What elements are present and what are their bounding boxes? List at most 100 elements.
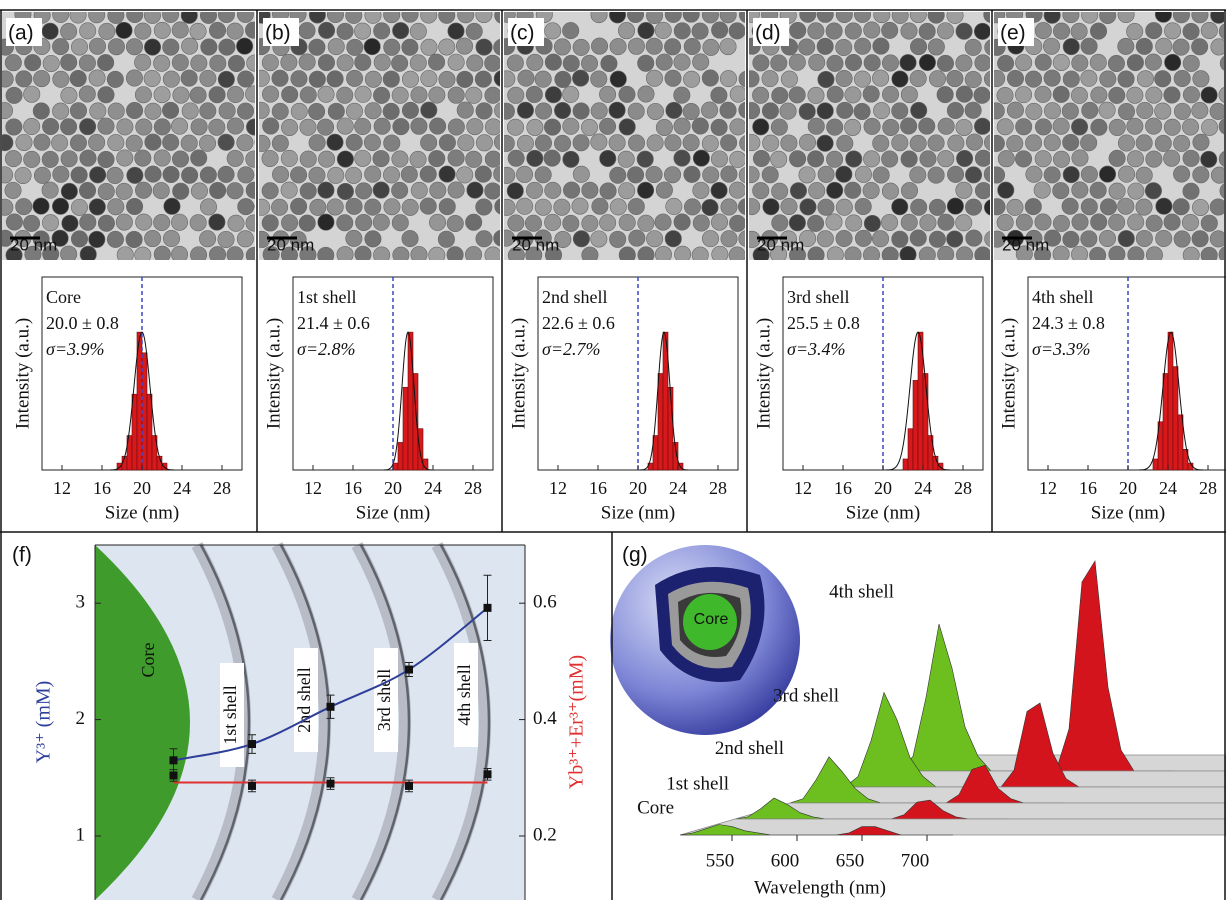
particle bbox=[365, 199, 381, 215]
particle bbox=[1081, 70, 1097, 86]
particle bbox=[1053, 151, 1069, 167]
particle bbox=[997, 214, 1013, 230]
particle bbox=[507, 55, 523, 71]
particle bbox=[191, 119, 207, 135]
particle bbox=[729, 215, 745, 231]
panel-label: (e) bbox=[1000, 22, 1026, 45]
particle bbox=[1007, 70, 1023, 86]
particle bbox=[402, 102, 418, 118]
particle bbox=[429, 118, 445, 134]
particle bbox=[872, 70, 888, 86]
particle bbox=[1146, 215, 1162, 231]
particle bbox=[485, 119, 501, 135]
particle bbox=[628, 103, 644, 119]
particle bbox=[1192, 199, 1208, 215]
particle bbox=[826, 151, 842, 167]
particle bbox=[61, 150, 77, 166]
bar bbox=[1173, 367, 1178, 470]
particle bbox=[401, 166, 417, 182]
particle bbox=[60, 54, 76, 70]
particle bbox=[71, 39, 87, 55]
particle bbox=[190, 215, 206, 231]
particle bbox=[79, 23, 95, 39]
particle bbox=[863, 182, 879, 198]
particle bbox=[98, 151, 114, 167]
bar bbox=[913, 380, 918, 470]
particle bbox=[448, 150, 464, 166]
particle bbox=[517, 102, 533, 118]
particle bbox=[373, 87, 389, 103]
particle bbox=[655, 22, 671, 38]
particle bbox=[1063, 71, 1079, 87]
x-tick-label: 16 bbox=[344, 478, 362, 498]
particle bbox=[153, 55, 169, 71]
particle bbox=[51, 135, 67, 151]
particle bbox=[1109, 87, 1125, 103]
particle bbox=[16, 134, 32, 150]
particle bbox=[209, 87, 225, 103]
particle bbox=[1211, 167, 1226, 183]
particle bbox=[154, 119, 170, 135]
particle bbox=[610, 38, 626, 54]
particle bbox=[683, 71, 699, 87]
particle bbox=[563, 55, 579, 71]
particle bbox=[781, 198, 797, 214]
bar bbox=[903, 459, 908, 470]
particle bbox=[328, 167, 344, 183]
particle bbox=[692, 23, 708, 39]
particle bbox=[228, 215, 244, 231]
particle bbox=[391, 182, 407, 198]
particle bbox=[42, 151, 58, 167]
particle bbox=[52, 198, 68, 214]
particle bbox=[237, 135, 253, 151]
particle bbox=[721, 199, 737, 215]
x-axis-label: Wavelength (nm) bbox=[754, 877, 886, 898]
particle bbox=[845, 182, 861, 198]
particle bbox=[937, 86, 953, 102]
particle bbox=[929, 71, 945, 87]
particle bbox=[227, 23, 243, 39]
particle bbox=[798, 39, 814, 55]
particle bbox=[573, 103, 589, 119]
particle bbox=[1127, 87, 1143, 103]
particle bbox=[947, 166, 963, 182]
particle bbox=[355, 54, 371, 70]
particle bbox=[1127, 151, 1143, 167]
particle bbox=[516, 166, 532, 182]
particle bbox=[145, 103, 161, 119]
particle bbox=[1109, 150, 1125, 166]
particle bbox=[836, 70, 852, 86]
particle bbox=[1053, 215, 1069, 231]
particle bbox=[108, 134, 124, 150]
particle bbox=[457, 71, 473, 87]
x-tick-label: 24 bbox=[424, 478, 442, 498]
particle bbox=[262, 183, 278, 199]
particle bbox=[448, 87, 464, 103]
particle bbox=[545, 87, 561, 103]
particle bbox=[693, 182, 709, 198]
particle bbox=[1173, 135, 1189, 151]
particle bbox=[1081, 38, 1097, 54]
scale-bar-label: 20 nm bbox=[757, 235, 804, 254]
particle bbox=[98, 118, 114, 134]
particle bbox=[201, 39, 217, 55]
particle bbox=[573, 135, 589, 151]
particle bbox=[34, 167, 50, 183]
particle bbox=[753, 55, 769, 71]
particle bbox=[817, 38, 833, 54]
particle bbox=[863, 86, 879, 102]
x-axis-label: Size (nm) bbox=[356, 502, 430, 523]
particle bbox=[374, 118, 390, 134]
particle bbox=[817, 103, 833, 119]
particle bbox=[485, 151, 501, 167]
particle bbox=[1174, 231, 1190, 247]
particle bbox=[638, 86, 654, 102]
particle bbox=[753, 182, 769, 198]
x-tick-label: 12 bbox=[549, 478, 567, 498]
particle bbox=[219, 103, 235, 119]
particle bbox=[508, 215, 524, 231]
particle bbox=[818, 199, 834, 215]
particle bbox=[582, 182, 598, 198]
particle bbox=[1025, 198, 1041, 214]
particle bbox=[154, 150, 170, 166]
